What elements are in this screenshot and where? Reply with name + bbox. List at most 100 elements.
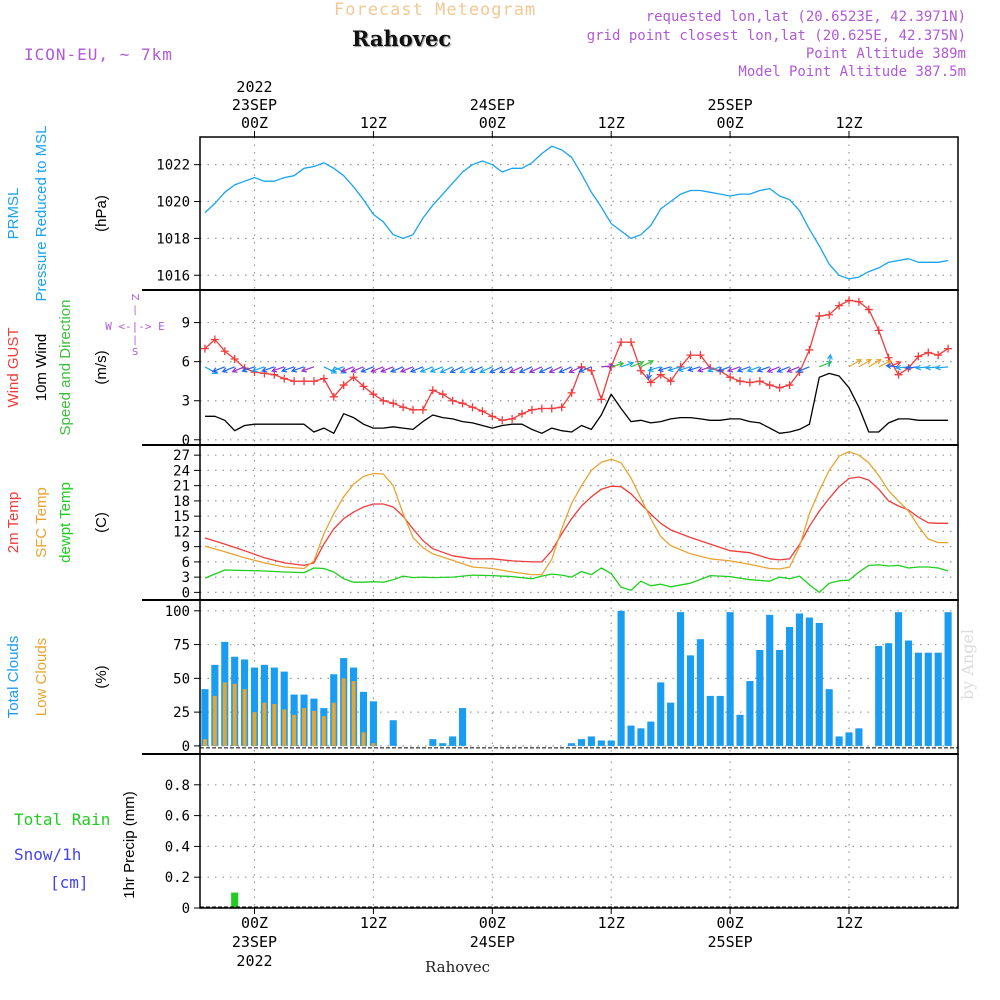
gust-point <box>458 399 467 408</box>
gust-point <box>944 344 953 353</box>
wind-ytick-label: 9 <box>182 316 190 332</box>
clouds-bar-total <box>587 736 595 746</box>
pressure-ytick-label: 1018 <box>156 231 190 247</box>
wind-arrow-head <box>885 363 892 369</box>
wind-arrow-head <box>271 366 278 373</box>
gust-point <box>686 351 695 360</box>
gust-point <box>300 377 309 386</box>
temperature-ytick-label: 0 <box>182 585 190 601</box>
temperature-ytick-label: 3 <box>182 570 190 586</box>
gust-point <box>220 347 229 356</box>
pressure-panel: 1016 1018 1020 1022 PRMSL Pressure Reduced to… <box>5 126 959 301</box>
gust-point <box>567 388 576 397</box>
temperature-ytick-label: 27 <box>173 448 190 464</box>
clouds-bar-low <box>341 678 346 746</box>
wind-arrow-head <box>716 366 724 373</box>
wind-direction-arrow <box>559 366 572 373</box>
gust-point <box>745 378 754 387</box>
gust-point <box>835 301 844 310</box>
wind-arrow-head <box>548 367 555 374</box>
wind-arrow-head <box>241 366 248 373</box>
clouds-bar-low <box>292 714 297 746</box>
temperature-series-sfc <box>204 450 949 576</box>
gust-point <box>309 377 318 386</box>
gust-point <box>854 297 863 306</box>
gust-point <box>428 386 437 395</box>
compass-vbar: | <box>133 305 136 316</box>
wind-direction-arrow <box>410 366 424 373</box>
wind-arrow-head <box>855 359 863 365</box>
snow-unit-label: [cm] <box>50 873 89 892</box>
clouds-bar-total <box>607 740 615 746</box>
gust-point <box>736 377 745 386</box>
wind-arrow-head <box>895 360 902 367</box>
clouds-bar-low <box>272 704 277 746</box>
bottom-hour-label: 00Z <box>241 914 268 932</box>
gust-point <box>319 374 328 383</box>
grid-point-coords: grid point closest lon,lat (20.625E, 42.… <box>586 28 966 44</box>
pressure-ytick-label: 1016 <box>156 268 190 284</box>
gust-point <box>726 373 735 382</box>
clouds-bar-total <box>359 691 368 746</box>
clouds-bar-total <box>766 614 774 746</box>
gust-point <box>498 416 507 425</box>
clouds-bar-total <box>746 681 754 746</box>
gust-point <box>290 377 299 386</box>
wind-direction-arrow <box>529 366 543 373</box>
wind-arrow-head <box>419 367 426 373</box>
temperature-ylabel: dewpt Temp <box>57 482 74 563</box>
wind-arrow-head <box>231 367 238 373</box>
wind-arrow-head <box>697 366 704 373</box>
wind-direction-arrow <box>658 366 671 372</box>
wind-direction-arrow <box>640 360 654 368</box>
wind-arrow-head <box>756 366 763 373</box>
wind-direction-arrow <box>252 366 265 372</box>
clouds-bar-low <box>222 682 227 746</box>
wind-arrow-head <box>449 367 456 374</box>
clouds-unit: (%) <box>93 665 110 688</box>
wind-direction-arrow <box>450 366 463 373</box>
wind-arrow-head <box>469 367 476 374</box>
wind-arrow-head <box>479 367 486 374</box>
clouds-bar-total <box>597 740 605 746</box>
wind-arrow-head <box>508 367 516 374</box>
precip-ytick-label: 0.2 <box>165 870 190 886</box>
clouds-bar-total <box>647 721 655 746</box>
wind-arrow-head <box>736 366 743 373</box>
wind-ylabel: Wind GUST <box>5 327 22 407</box>
clouds-bar-low <box>282 709 287 746</box>
clouds-bar-total <box>736 714 744 746</box>
wind-arrow-head <box>558 367 565 374</box>
clouds-bar-total <box>389 720 397 746</box>
clouds-bar-total <box>696 639 704 746</box>
precip-ytick-label: 0 <box>182 901 190 917</box>
clouds-bar-total <box>795 613 804 746</box>
wind-direction-arrow <box>868 359 882 368</box>
bottom-year-label: 2022 <box>236 952 272 970</box>
gust-point <box>924 348 933 357</box>
wind-arrow-head <box>885 360 892 366</box>
clouds-bar-total <box>726 612 734 746</box>
pressure-ylabel: PRMSL <box>5 188 22 240</box>
wind-arrow-head <box>370 367 377 373</box>
snow-legend-label: Snow/1h <box>14 845 81 864</box>
clouds-bar-total <box>459 708 467 746</box>
wind-arrow-head <box>647 366 654 373</box>
clouds-bar-total <box>716 695 724 746</box>
temperature-ytick-label: 21 <box>173 479 190 495</box>
gust-point <box>547 404 556 413</box>
gust-point <box>339 381 348 390</box>
wind-arrow-head <box>340 367 347 373</box>
clouds-bar-low <box>371 743 376 746</box>
clouds-bar-total <box>706 695 714 746</box>
wind-direction-arrow <box>489 366 503 373</box>
wind-arrow-head <box>646 373 653 381</box>
gust-point <box>349 373 358 382</box>
clouds-bar-total <box>904 640 913 746</box>
gust-point <box>656 370 665 379</box>
wind-arrow-head <box>251 366 258 373</box>
clouds-bar-low <box>311 710 316 746</box>
wind-direction-arrow <box>858 359 872 368</box>
